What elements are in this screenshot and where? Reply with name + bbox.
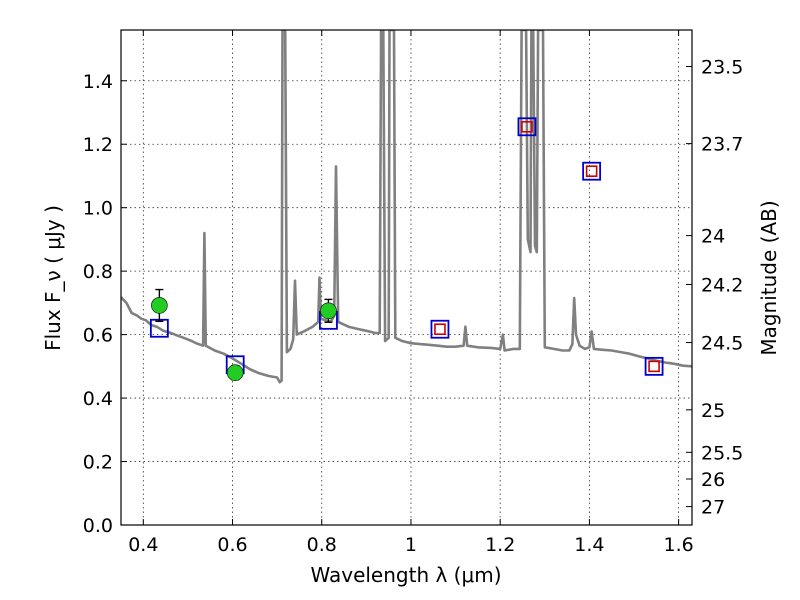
x-tick-label: 1.2 [485, 534, 515, 556]
right-tick-label: 25 [701, 400, 725, 422]
grid [121, 30, 692, 526]
y-tick-label: 0.0 [83, 515, 113, 537]
y-tick-label: 1.4 [83, 71, 113, 93]
nir-square [434, 323, 446, 336]
right-tick-label: 23.7 [701, 134, 743, 156]
y-tick-label: 0.8 [83, 261, 113, 283]
right-tick-label: 24.2 [701, 274, 743, 296]
photometry-point [226, 364, 244, 381]
y-tick-label: 0.2 [83, 452, 113, 474]
right-axis-label: Magnitude (AB) [757, 200, 781, 355]
marker-layer [149, 117, 664, 381]
spectrum-line [121, 30, 692, 384]
x-tick-label: 0.4 [128, 534, 158, 556]
right-tick-label: 27 [701, 497, 725, 519]
y-tick-label: 0.4 [83, 388, 113, 410]
y-axis-label: Flux F_ν ( μJy ) [41, 205, 65, 351]
model-square [430, 319, 450, 339]
model-square [582, 161, 602, 181]
nir-square [521, 120, 533, 133]
y-tick-label: 1.2 [83, 134, 113, 156]
ticks: 0.4 0.6 0.8 1 1.2 1.4 1.6 0.0 0.2 0.4 0.6 0.8 1.0 1.2… [83, 30, 743, 556]
nir-square [648, 360, 660, 373]
plot-frame [120, 29, 693, 526]
photometry-point [151, 297, 168, 314]
model-square [644, 356, 664, 376]
right-tick-label: 25.5 [701, 442, 743, 464]
right-tick-label: 24 [701, 226, 725, 248]
right-tick-label: 24.5 [701, 333, 743, 355]
y-tick-label: 0.6 [83, 325, 113, 347]
photometry-point [320, 302, 337, 320]
x-tick-label: 1 [405, 534, 417, 556]
spectrum-layer [121, 30, 692, 384]
y-tick-label: 1.0 [83, 198, 113, 220]
x-tick-label: 0.8 [307, 534, 337, 556]
nir-square [585, 165, 598, 178]
x-tick-label: 1.6 [664, 534, 694, 556]
x-tick-label: 1.4 [574, 534, 604, 556]
x-tick-label: 0.6 [217, 534, 247, 556]
x-axis-label: Wavelength λ (μm) [310, 563, 501, 587]
right-tick-label: 23.5 [701, 56, 743, 78]
right-tick-label: 26 [701, 469, 725, 491]
model-square [517, 117, 537, 137]
